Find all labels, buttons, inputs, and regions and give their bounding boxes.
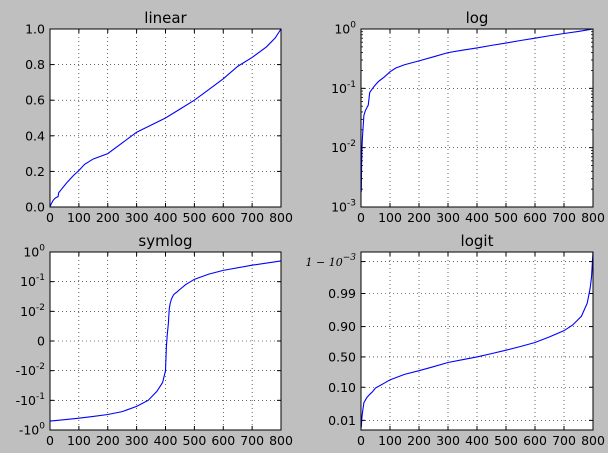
subplot-symlog: 0 100 200 300 400 500 600 700 800 -100 -10-1 -10-2 0… bbox=[16, 232, 293, 448]
x-tick-label: 700 bbox=[552, 433, 576, 448]
y-tick-label: 0 bbox=[37, 334, 45, 349]
y-tick-label: 0.0 bbox=[25, 200, 45, 215]
y-tick-label: 10-2 bbox=[331, 139, 356, 155]
subplot-title: logit bbox=[461, 232, 494, 250]
x-tick-label: 300 bbox=[125, 210, 149, 225]
y-tick-label: 100 bbox=[334, 21, 356, 37]
x-tick-label: 100 bbox=[378, 210, 402, 225]
y-tick-label: 0.01 bbox=[328, 413, 356, 428]
y-tick-label: 1.0 bbox=[25, 22, 45, 37]
x-tick-label: 100 bbox=[67, 433, 91, 448]
subplot-logit: 0 100 200 300 400 500 600 700 800 0.01 0.10 0.50 0.9… bbox=[306, 232, 605, 448]
x-tick-label: 300 bbox=[125, 433, 149, 448]
y-tick-label: 0.4 bbox=[25, 128, 45, 143]
data-line-log bbox=[360, 28, 594, 192]
y-tick-label: -10-1 bbox=[16, 392, 45, 408]
data-line-logit bbox=[360, 251, 594, 428]
x-tick-label: 0 bbox=[357, 210, 365, 225]
y-tick-label: 0.2 bbox=[25, 164, 45, 179]
y-tick-label: -100 bbox=[19, 422, 45, 438]
x-tick-label: 700 bbox=[552, 210, 576, 225]
x-tick-label: 0 bbox=[357, 433, 365, 448]
subplot-linear: 0 100 200 300 400 500 600 700 800 0.0 0.2 0.4 0.6 0.8… bbox=[25, 9, 293, 225]
y-tick-label: 10-3 bbox=[331, 199, 356, 215]
y-tick-label: 100 bbox=[23, 244, 45, 260]
x-tick-label: 0 bbox=[46, 210, 54, 225]
y-tick-label: 1 − 10−3 bbox=[306, 253, 357, 269]
x-tick-label: 800 bbox=[581, 433, 605, 448]
x-tick-label: 800 bbox=[269, 210, 293, 225]
x-tick-label: 200 bbox=[96, 433, 120, 448]
grid bbox=[50, 252, 281, 430]
x-tick-label: 600 bbox=[211, 210, 235, 225]
x-tick-label: 300 bbox=[436, 210, 460, 225]
x-tick-label: 700 bbox=[240, 433, 264, 448]
x-tick-label: 300 bbox=[436, 433, 460, 448]
data-line-symlog bbox=[49, 260, 282, 422]
x-tick-label: 500 bbox=[494, 210, 518, 225]
x-tick-label: 800 bbox=[269, 433, 293, 448]
x-tick-label: 400 bbox=[465, 433, 489, 448]
x-tick-label: 800 bbox=[581, 210, 605, 225]
y-tick-label: 0.8 bbox=[25, 57, 45, 72]
grid bbox=[361, 29, 593, 207]
subplot-title: symlog bbox=[138, 232, 192, 250]
x-tick-label: 600 bbox=[523, 433, 547, 448]
x-tick-label: 100 bbox=[67, 210, 91, 225]
x-tick-label: 200 bbox=[407, 210, 431, 225]
x-tick-label: 200 bbox=[407, 433, 431, 448]
y-tick-label: 10-2 bbox=[20, 303, 45, 319]
x-tick-label: 200 bbox=[96, 210, 120, 225]
y-tick-label: -10-2 bbox=[16, 362, 45, 378]
subplot-title: log bbox=[466, 9, 489, 27]
data-line-linear bbox=[49, 28, 282, 207]
y-tick-label: 0.10 bbox=[328, 380, 356, 395]
y-tick-label: 0.6 bbox=[25, 93, 45, 108]
x-tick-label: 500 bbox=[182, 210, 206, 225]
x-tick-label: 400 bbox=[154, 433, 178, 448]
x-tick-label: 100 bbox=[378, 433, 402, 448]
x-tick-label: 400 bbox=[154, 210, 178, 225]
x-tick-label: 500 bbox=[494, 433, 518, 448]
subplot-title: linear bbox=[144, 9, 187, 27]
y-tick-label: 10-1 bbox=[20, 273, 45, 289]
x-tick-label: 0 bbox=[46, 433, 54, 448]
subplot-log: 0 100 200 300 400 500 600 700 800 10-3 10-2 10-1 100… bbox=[331, 9, 605, 225]
y-tick-label: 0.99 bbox=[328, 286, 356, 301]
x-tick-label: 700 bbox=[240, 210, 264, 225]
y-tick-label: 0.50 bbox=[328, 349, 356, 364]
x-tick-label: 600 bbox=[211, 433, 235, 448]
x-tick-label: 500 bbox=[182, 433, 206, 448]
x-tick-label: 400 bbox=[465, 210, 489, 225]
x-tick-label: 600 bbox=[523, 210, 547, 225]
y-tick-label: 10-1 bbox=[331, 80, 356, 96]
y-tick-label: 0.90 bbox=[328, 319, 356, 334]
